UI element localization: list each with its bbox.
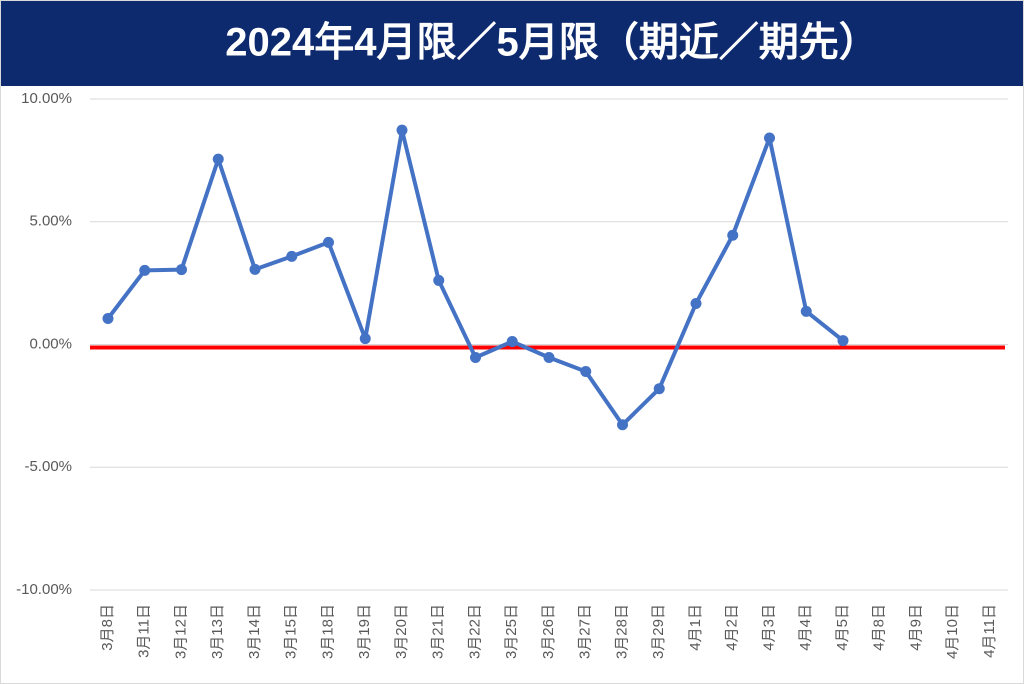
point bbox=[102, 312, 114, 324]
y-tick-label: 5.00% bbox=[29, 213, 72, 230]
x-tick-label: 3月15日 bbox=[283, 604, 300, 659]
title-bar bbox=[0, 0, 1024, 86]
x-tick-label: 3月21日 bbox=[430, 604, 447, 659]
point bbox=[653, 383, 665, 395]
point bbox=[580, 366, 592, 378]
chart-title: 2024年4月限／5月限（期近／期先） bbox=[225, 21, 878, 65]
x-tick-label: 3月20日 bbox=[393, 604, 410, 659]
x-tick-label: 3月22日 bbox=[466, 604, 483, 659]
x-tick-label: 4月3日 bbox=[760, 604, 777, 651]
x-tick-label: 3月18日 bbox=[319, 604, 336, 659]
point bbox=[543, 352, 555, 364]
point bbox=[800, 305, 812, 317]
x-tick-label: 3月14日 bbox=[246, 604, 263, 659]
point bbox=[176, 264, 187, 276]
y-tick-label: 0.00% bbox=[29, 335, 72, 352]
point bbox=[212, 153, 224, 165]
x-tick-label: 4月1日 bbox=[687, 604, 704, 651]
x-tick-label: 3月12日 bbox=[172, 604, 189, 659]
x-tick-label: 4月9日 bbox=[907, 604, 924, 651]
x-tick-label: 4月8日 bbox=[871, 604, 888, 651]
series-line bbox=[106, 128, 845, 427]
x-tick-label: 4月11日 bbox=[981, 604, 998, 658]
x-tick-label: 3月29日 bbox=[650, 604, 667, 659]
point bbox=[139, 264, 151, 276]
x-tick-label: 3月25日 bbox=[503, 604, 520, 659]
x-tick-label: 3月27日 bbox=[577, 604, 594, 659]
point bbox=[286, 250, 298, 262]
point bbox=[433, 274, 445, 286]
point bbox=[690, 298, 702, 310]
x-tick-label: 3月26日 bbox=[540, 604, 557, 659]
y-tick-label: -10.00% bbox=[16, 581, 72, 598]
point bbox=[617, 419, 628, 431]
point bbox=[764, 132, 775, 144]
point bbox=[727, 229, 739, 241]
x-tick-label: 3月19日 bbox=[356, 604, 373, 659]
point bbox=[323, 236, 334, 248]
x-tick-label: 4月4日 bbox=[797, 604, 814, 651]
x-tick-label: 3月8日 bbox=[99, 604, 116, 651]
point bbox=[396, 124, 408, 136]
point bbox=[359, 333, 371, 345]
x-tick-label: 4月5日 bbox=[834, 604, 851, 651]
point bbox=[249, 263, 261, 275]
point bbox=[837, 335, 849, 347]
y-tick-label: 10.00% bbox=[21, 90, 72, 107]
point bbox=[506, 336, 518, 348]
point bbox=[470, 352, 481, 364]
x-tick-label: 3月28日 bbox=[613, 604, 630, 659]
x-tick-label: 4月10日 bbox=[944, 604, 961, 659]
x-tick-label: 4月2日 bbox=[724, 604, 741, 651]
x-tick-label: 3月13日 bbox=[209, 604, 226, 659]
x-tick-label: 3月11日 bbox=[136, 604, 153, 658]
y-tick-label: -5.00% bbox=[24, 458, 72, 475]
